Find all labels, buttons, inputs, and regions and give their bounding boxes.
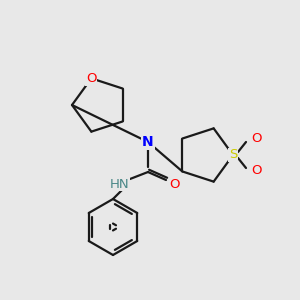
Text: O: O (251, 133, 261, 146)
Text: O: O (170, 178, 180, 191)
Text: O: O (86, 72, 97, 85)
Text: N: N (142, 135, 154, 149)
Text: S: S (229, 148, 237, 161)
Text: HN: HN (110, 178, 130, 190)
Text: O: O (251, 164, 261, 178)
